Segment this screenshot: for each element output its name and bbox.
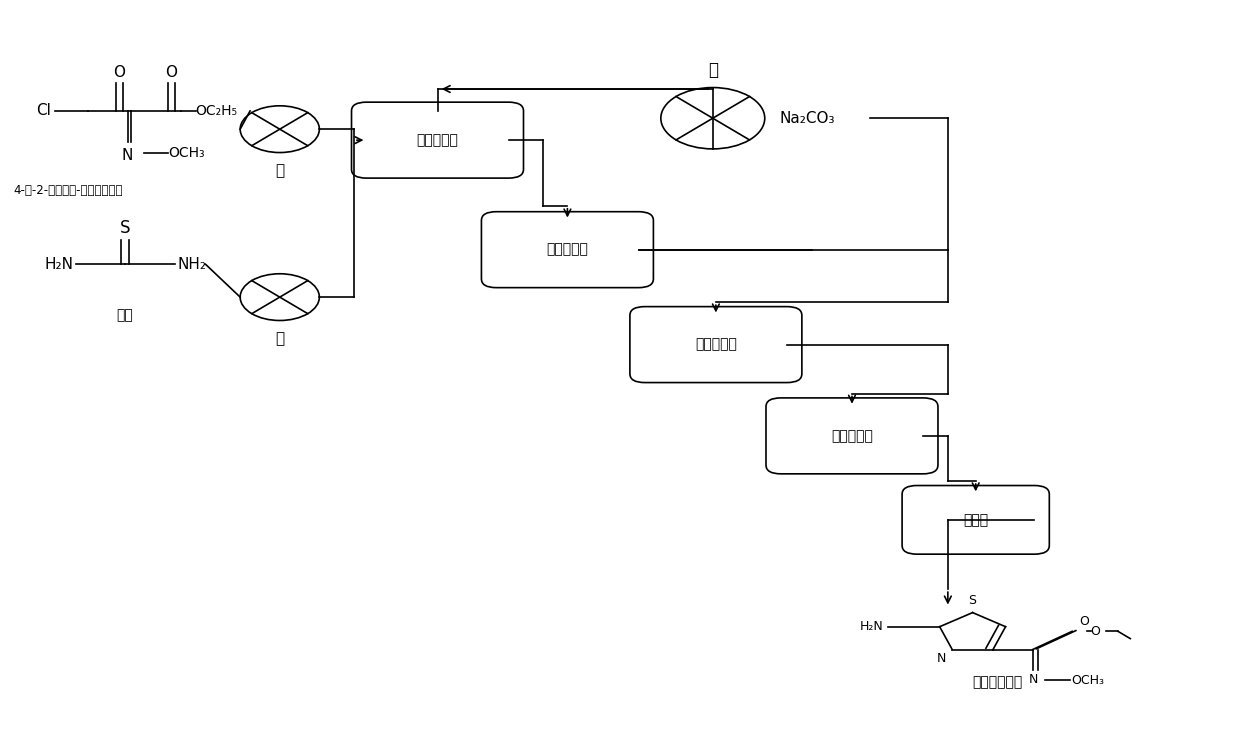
Text: N: N [936,652,946,666]
Text: OC₂H₅: OC₂H₅ [196,104,238,118]
Text: H₂N: H₂N [861,620,884,633]
Text: 氨噌肿酸乙酯: 氨噌肿酸乙酯 [972,675,1023,689]
Text: N: N [1029,673,1038,686]
Text: N: N [122,148,133,163]
Text: S: S [968,594,977,607]
Text: OCH₃: OCH₃ [1071,674,1104,687]
Text: 硫脲: 硫脲 [117,308,134,322]
Text: O: O [1080,615,1090,627]
Text: 4-氯-2-甲氧亚胺-乙酯乙酸乙酯: 4-氯-2-甲氧亚胺-乙酯乙酸乙酯 [14,184,123,197]
Text: Cl: Cl [36,103,51,119]
Text: NH₂: NH₂ [177,257,206,272]
Text: S: S [120,218,130,237]
Text: H₂N: H₂N [45,257,73,272]
Text: 泵: 泵 [275,163,284,179]
Text: O: O [1091,625,1101,638]
Text: OCH₃: OCH₃ [169,146,205,160]
Text: 降温器: 降温器 [963,513,988,527]
Text: 连续反应器: 连续反应器 [831,429,873,443]
Text: 连续反应器: 连续反应器 [694,338,737,352]
Text: O: O [113,65,125,79]
Text: 泵: 泵 [708,61,718,78]
Text: 连续反应器: 连续反应器 [547,243,588,257]
Text: Na₂CO₃: Na₂CO₃ [780,111,835,126]
Text: 连续反应器: 连续反应器 [417,133,459,147]
Text: O: O [165,65,177,79]
Text: 泵: 泵 [275,331,284,347]
